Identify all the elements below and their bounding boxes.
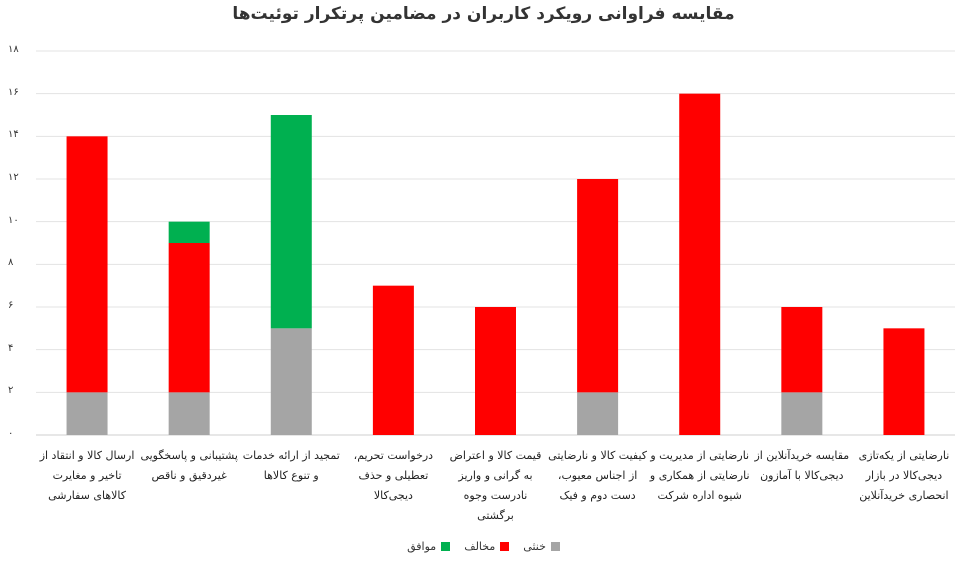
bar-segment — [168, 221, 210, 243]
x-category-label: ارسال کالا و انتقاد از تاخیر و مغایرت کا… — [39, 449, 135, 502]
bar-segment — [372, 285, 414, 435]
y-tick-label: ۶ — [8, 300, 14, 311]
bar-segment — [168, 243, 210, 393]
legend-label: مخالف — [464, 540, 496, 553]
x-category-label: کیفیت کالا و نارضایتی از اجناس معیوب، دس… — [548, 449, 648, 502]
y-tick-label: ۱۶ — [8, 86, 19, 98]
legend-item: خنثی — [523, 540, 560, 553]
y-tick-label: ۲ — [8, 385, 14, 397]
legend-item: موافق — [407, 540, 451, 553]
bar-segment — [270, 115, 312, 329]
y-tick-label: ۱۴ — [8, 129, 19, 141]
x-category-label: تمجید از ارائه خدمات و تنوع کالاها — [242, 449, 340, 482]
bar-segment — [168, 392, 210, 435]
bar-segment — [577, 392, 619, 435]
bar-segment — [781, 392, 823, 435]
legend-item: مخالف — [464, 540, 510, 553]
x-category-label: درخواست تحریم، تعطیلی و حذف دیجی‌کالا — [353, 449, 434, 502]
x-category-label: قیمت کالا و اعتراض به گرانی و واریز نادر… — [449, 449, 542, 522]
bar-segment — [781, 307, 823, 393]
bar-segment — [270, 328, 312, 435]
bar-segment — [679, 93, 721, 436]
x-category-label: پشتیبانی و پاسخگویی غیردقیق و ناقص — [140, 449, 238, 482]
y-tick-label: ۰ — [8, 428, 14, 439]
legend: خنثی مخالف موافق — [0, 540, 967, 553]
legend-swatch — [550, 542, 560, 551]
y-tick-label: ۸ — [8, 257, 14, 269]
bar-segment — [883, 328, 925, 435]
bar-segment — [475, 307, 516, 435]
y-tick-label: ۱۸ — [8, 44, 19, 55]
legend-label: موافق — [407, 540, 437, 553]
bar-segment — [66, 136, 108, 393]
bar-segment — [577, 179, 619, 393]
x-category-label: نارضایتی از مدیریت و نارضایتی از همکاری … — [649, 449, 750, 502]
legend-swatch — [441, 542, 451, 551]
y-tick-label: ۱۰ — [8, 214, 19, 226]
y-tick-label: ۴ — [8, 342, 14, 354]
chart-title: مقایسه فراوانی رویکرد کاربران در مضامین … — [232, 4, 735, 24]
x-category-label: مقایسه خریدآنلاین از دیجی‌کالا با آمازون — [754, 449, 850, 482]
legend-label: خنثی — [523, 540, 546, 553]
legend-swatch — [500, 542, 510, 551]
x-category-label: نارضایتی از یکه‌تازی دیجی‌کالا در بازار … — [858, 449, 950, 502]
y-tick-label: ۱۲ — [8, 172, 19, 183]
bar-segment — [66, 392, 108, 435]
